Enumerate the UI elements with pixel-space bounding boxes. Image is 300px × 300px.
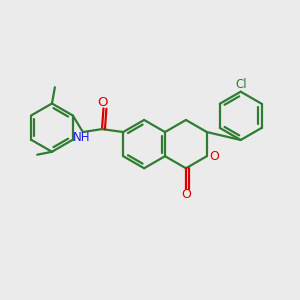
- Text: O: O: [97, 95, 108, 109]
- Text: NH: NH: [73, 131, 91, 144]
- Text: O: O: [209, 150, 219, 163]
- Text: O: O: [181, 188, 191, 201]
- Text: Cl: Cl: [235, 78, 247, 92]
